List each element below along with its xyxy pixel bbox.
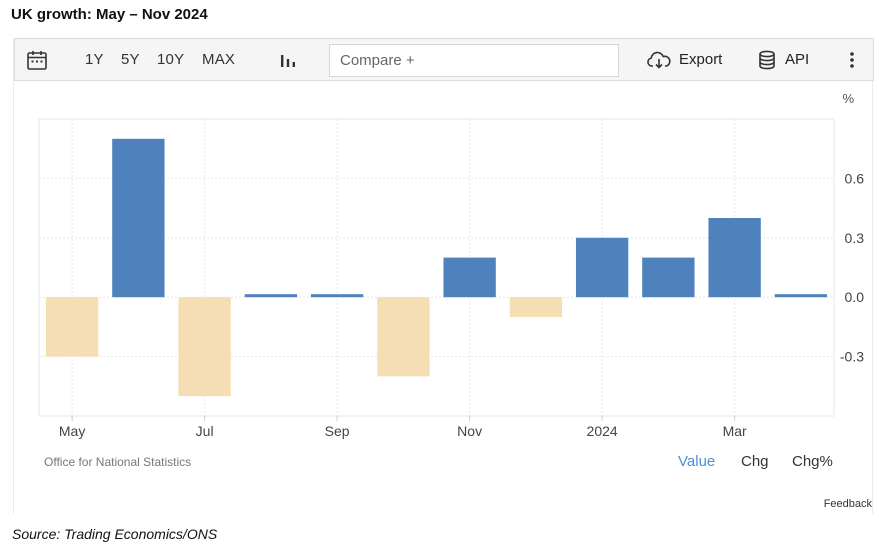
bar-11[interactable] — [774, 294, 828, 298]
api-label[interactable]: API — [785, 51, 810, 68]
bar-chart-icon[interactable] — [277, 49, 299, 71]
bar-7[interactable] — [509, 297, 563, 317]
y-tick-label: -0.3 — [840, 349, 864, 365]
calendar-icon[interactable] — [26, 49, 48, 71]
bar-8[interactable] — [575, 237, 629, 298]
range-max-button[interactable]: MAX — [202, 51, 236, 68]
y-tick-label: 0.3 — [845, 230, 865, 246]
y-unit-label: % — [842, 91, 854, 106]
range-5y-button[interactable]: 5Y — [121, 51, 140, 68]
mode-value-link[interactable]: Value — [678, 453, 716, 470]
feedback-link[interactable]: Feedback — [823, 498, 872, 510]
footer-source: Source: Trading Economics/ONS — [12, 526, 218, 542]
y-tick-label: 0.0 — [845, 289, 865, 305]
x-tick-label: May — [59, 423, 85, 439]
x-tick-label: Jul — [196, 423, 214, 439]
bar-6[interactable] — [443, 257, 496, 298]
more-vertical-icon[interactable] — [841, 49, 863, 71]
range-10y-button[interactable]: 10Y — [157, 51, 185, 68]
mode-chg-link[interactable]: Chg — [741, 453, 769, 470]
range-1y-button[interactable]: 1Y — [85, 51, 104, 68]
x-tick-label: Nov — [457, 423, 482, 439]
toolbar: 1Y 5Y 10Y MAX Export — [14, 38, 874, 81]
data-source-org: Office for National Statistics — [44, 455, 192, 469]
bar-5[interactable] — [377, 297, 430, 377]
plot-frame — [38, 118, 835, 417]
cloud-download-icon[interactable] — [646, 49, 672, 71]
bar-chart: % 0.6 0.3 0.0 -0.3 May Jul Sep Nov 2024 Mar — [38, 91, 865, 439]
bar-0[interactable] — [45, 297, 99, 357]
mode-chgpct-link[interactable]: Chg% — [792, 453, 833, 470]
bar-4[interactable] — [310, 294, 364, 298]
x-tick-label: 2024 — [587, 423, 618, 439]
compare-input[interactable] — [329, 44, 619, 77]
page-title: UK growth: May – Nov 2024 — [11, 6, 208, 23]
y-tick-label: 0.6 — [845, 170, 865, 186]
bar-9[interactable] — [642, 257, 695, 298]
bar-10[interactable] — [708, 218, 761, 298]
export-label[interactable]: Export — [679, 51, 723, 68]
bar-1[interactable] — [112, 138, 165, 298]
chart-widget: 1Y 5Y 10Y MAX Export — [13, 38, 874, 514]
bar-3[interactable] — [244, 294, 298, 298]
bar-2[interactable] — [178, 297, 231, 397]
x-tick-label: Sep — [325, 423, 350, 439]
x-tick-label: Mar — [723, 423, 747, 439]
database-icon[interactable] — [756, 49, 778, 71]
